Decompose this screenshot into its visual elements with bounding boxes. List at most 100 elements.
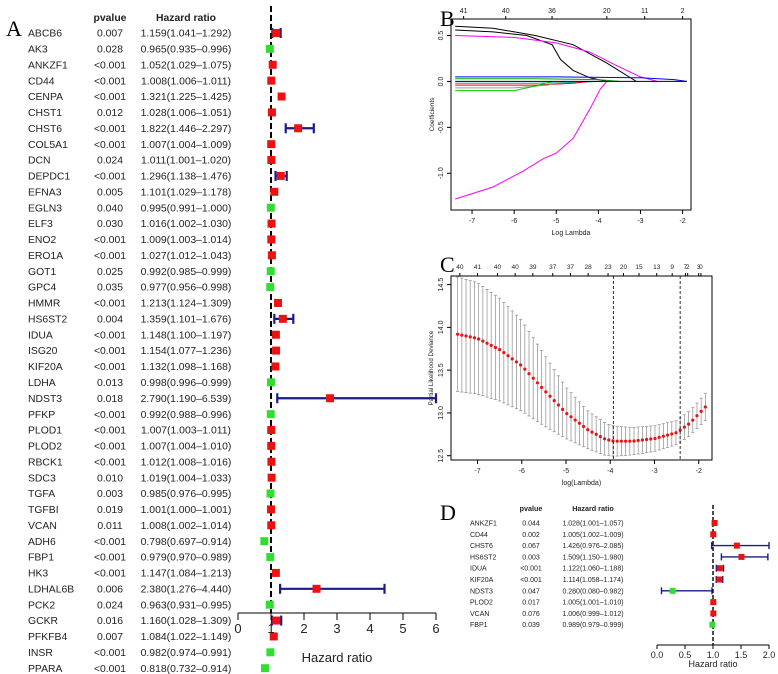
x-tick-label: -2 <box>696 468 702 475</box>
hazard-ratio-label: 1.122(1.060–1.188) <box>562 566 623 573</box>
deviance-point <box>548 394 552 398</box>
hazard-ratio-label: 1.012(1.008–1.016) <box>141 457 232 468</box>
deviance-point <box>644 437 649 442</box>
deviance-point <box>577 421 582 425</box>
pvalue-label: <0.001 <box>520 566 542 573</box>
pvalue-label: <0.001 <box>94 553 126 564</box>
x-tick-label: 1.5 <box>735 650 748 660</box>
deviance-point <box>514 360 519 364</box>
pvalue-label: <0.001 <box>94 537 126 548</box>
gene-label: DEPDC1 <box>28 172 70 183</box>
hazard-ratio-label: 2.790(1.190–6.539) <box>141 394 232 405</box>
x-tick-label: 5 <box>399 621 406 636</box>
coefficient-path <box>455 29 607 82</box>
gene-label: ERO1A <box>28 251 63 262</box>
deviance-point <box>695 414 699 418</box>
top-tick-label: 41 <box>474 264 482 271</box>
hr-marker <box>267 521 276 530</box>
gene-label: TGFBI <box>28 505 59 516</box>
deviance-point <box>611 439 615 443</box>
gene-label: CHST6 <box>470 543 493 550</box>
top-tick-label: 15 <box>635 264 643 271</box>
deviance-point <box>699 409 703 413</box>
pvalue-label: 0.024 <box>97 156 123 167</box>
gene-label: KIF20A <box>470 577 494 584</box>
top-tick-label: 41 <box>460 8 468 15</box>
x-tick-label: 4 <box>366 621 373 636</box>
hazard-ratio-label: 1.147(1.084–1.213) <box>141 569 232 580</box>
hr-marker <box>267 76 276 85</box>
pvalue-label: 0.039 <box>522 622 540 629</box>
gene-label: LDHA <box>28 378 56 389</box>
deviance-point <box>602 437 607 441</box>
x-tick-label: -5 <box>553 218 559 225</box>
hazard-ratio-label: 0.998(0.996–0.999) <box>141 378 232 389</box>
gene-label: IDUA <box>470 566 487 573</box>
pvalue-label: 0.005 <box>97 187 123 198</box>
pvalue-label: 0.040 <box>97 203 123 214</box>
deviance-point <box>661 434 665 438</box>
coefficient-path <box>455 35 658 82</box>
hazard-ratio-label: 0.989(0.979–0.999) <box>562 622 623 629</box>
gene-label: GOT1 <box>28 267 57 278</box>
hr-marker <box>277 92 286 101</box>
y-tick-label: 14.0 <box>438 320 445 334</box>
coefficient-path <box>455 78 620 82</box>
pvalue-label: <0.001 <box>94 299 126 310</box>
gene-label: GPC4 <box>28 283 57 294</box>
y-tick-label: 12.5 <box>438 449 445 463</box>
pvalue-label: 0.007 <box>97 632 123 643</box>
gene-label: GCKR <box>28 616 59 627</box>
deviance-point <box>586 428 590 432</box>
hr-marker <box>271 568 280 577</box>
pvalue-label: <0.001 <box>94 569 126 580</box>
top-tick-label: 11 <box>641 8 648 15</box>
hazard-ratio-label: 0.798(0.697–0.914) <box>141 537 232 548</box>
pvalue-label: 0.010 <box>97 473 123 484</box>
top-tick-label: 40 <box>512 264 520 271</box>
hazard-ratio-label: 1.008(1.002–1.014) <box>141 521 232 532</box>
x-tick-label: 1.0 <box>707 650 720 660</box>
gene-label: ANKZF1 <box>470 520 497 527</box>
pvalue-label: <0.001 <box>94 346 126 357</box>
gene-label: NDST3 <box>470 588 493 595</box>
column-header-pvalue: pvalue <box>94 13 127 24</box>
pvalue-label: <0.001 <box>94 457 126 468</box>
hr-marker <box>267 156 276 165</box>
deviance-point <box>691 418 695 422</box>
pvalue-label: 0.003 <box>97 489 123 500</box>
deviance-point <box>657 435 661 439</box>
deviance-point <box>581 424 586 429</box>
gene-label: IDUA <box>28 330 53 341</box>
hazard-ratio-label: 1.213(1.124–1.309) <box>141 299 232 310</box>
hazard-ratio-label: 1.009(1.003–1.014) <box>141 235 232 246</box>
x-tick-label: -5 <box>563 468 569 475</box>
deviance-point <box>636 438 640 443</box>
gene-label: CENPA <box>28 92 63 103</box>
hr-marker <box>268 60 277 69</box>
hr-marker <box>326 394 335 403</box>
deviance-point <box>703 405 707 409</box>
hazard-ratio-label: 0.982(0.974–0.991) <box>141 648 232 659</box>
deviance-point <box>485 341 489 345</box>
pvalue-label: <0.001 <box>94 235 126 246</box>
deviance-point <box>653 436 657 441</box>
pvalue-label: <0.001 <box>94 330 126 341</box>
deviance-point <box>682 425 686 429</box>
deviance-point <box>493 345 498 350</box>
pvalue-label: 0.017 <box>522 600 540 607</box>
hr-marker <box>733 542 740 549</box>
gene-label: SDC3 <box>28 473 56 484</box>
y-tick-label: 0.0 <box>438 76 445 86</box>
hazard-ratio-label: 1.084(1.022–1.149) <box>141 632 232 643</box>
pvalue-label: 0.018 <box>97 394 123 405</box>
top-tick-label: 36 <box>548 8 556 15</box>
hr-marker <box>267 457 276 466</box>
gene-label: ABCB6 <box>28 29 62 40</box>
pvalue-label: 0.006 <box>97 584 123 595</box>
pvalue-label: 0.030 <box>97 219 123 230</box>
deviance-point <box>489 343 493 347</box>
top-tick-label: 40 <box>456 264 464 271</box>
hazard-ratio-label: 1.016(1.002–1.030) <box>141 219 232 230</box>
